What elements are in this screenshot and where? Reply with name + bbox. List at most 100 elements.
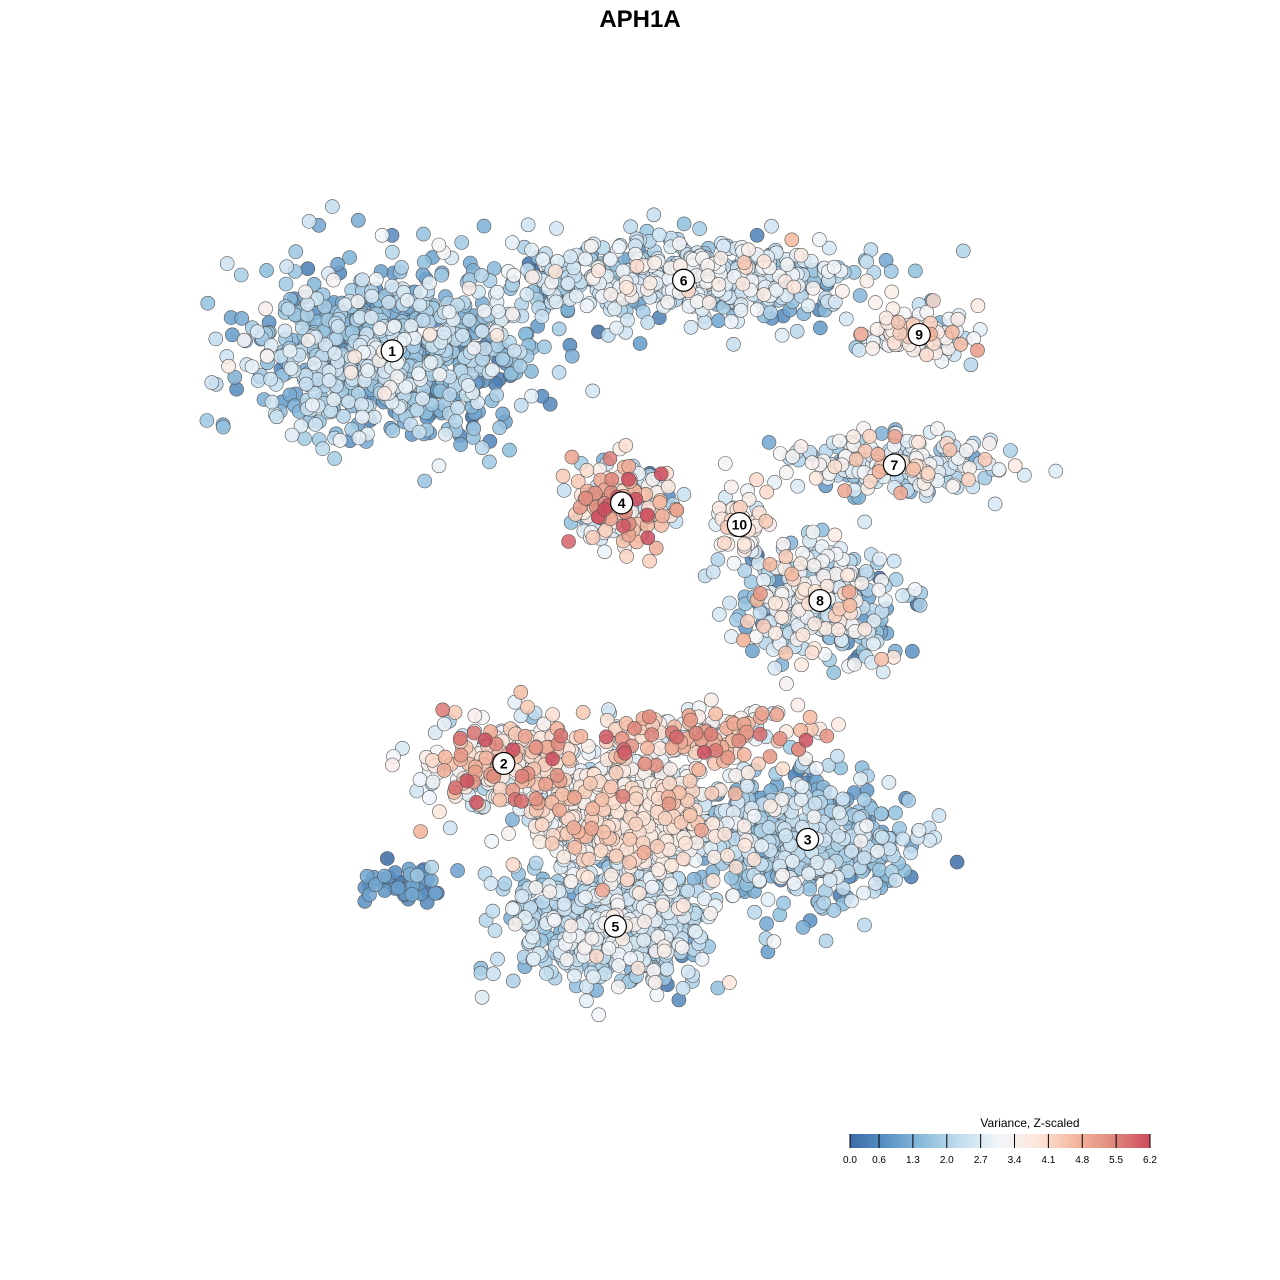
cell-point xyxy=(733,302,749,318)
cell-point xyxy=(436,716,452,732)
cell-point xyxy=(354,397,369,412)
cell-point xyxy=(584,821,599,836)
cell-point xyxy=(415,391,430,407)
cell-point xyxy=(487,923,503,938)
cell-point xyxy=(991,462,1007,477)
cell-point xyxy=(512,358,528,374)
cell-point xyxy=(784,566,800,582)
cell-point xyxy=(505,812,520,827)
colorbar-tick-label: 2.0 xyxy=(940,1155,954,1166)
cluster-label-3: 3 xyxy=(795,827,820,852)
cell-point xyxy=(379,851,395,866)
cell-point xyxy=(416,254,432,270)
cell-point xyxy=(694,951,710,967)
cell-point xyxy=(642,553,657,569)
cell-point xyxy=(912,597,928,613)
cell-point xyxy=(853,833,869,849)
cell-point xyxy=(857,917,872,933)
cell-point xyxy=(377,868,392,884)
cell-point xyxy=(806,809,822,825)
cluster-label-text: 6 xyxy=(680,272,688,288)
cell-point xyxy=(564,449,580,465)
cell-point xyxy=(347,349,363,365)
cell-point xyxy=(603,252,618,267)
cell-point xyxy=(674,940,690,955)
colorbar-title: Variance, Z-scaled xyxy=(980,1116,1079,1130)
cell-point xyxy=(644,727,660,743)
cell-point xyxy=(647,255,663,271)
cell-point xyxy=(520,699,535,715)
cell-point xyxy=(870,446,886,462)
cell-point xyxy=(381,295,397,310)
cell-point xyxy=(447,705,463,720)
cell-point xyxy=(298,284,313,300)
cell-point xyxy=(705,564,721,580)
cell-point xyxy=(774,327,790,343)
cell-point xyxy=(350,294,366,309)
cell-point xyxy=(617,745,633,761)
cell-point xyxy=(848,452,864,467)
cell-point xyxy=(342,250,357,265)
cell-point xyxy=(759,484,775,500)
cell-point xyxy=(259,263,274,278)
cell-point xyxy=(942,442,958,458)
cell-point xyxy=(578,251,593,267)
cell-point xyxy=(459,773,475,789)
cell-point xyxy=(524,388,539,404)
cell-point xyxy=(623,219,638,234)
cell-point xyxy=(636,845,652,860)
cell-point xyxy=(259,348,275,364)
cell-point xyxy=(280,301,296,317)
cell-point xyxy=(908,263,923,279)
cell-point xyxy=(277,323,293,339)
cell-point xyxy=(790,478,806,494)
points-layer xyxy=(199,199,1064,1023)
cell-point xyxy=(368,272,384,287)
cell-point xyxy=(559,952,575,967)
cell-point xyxy=(749,302,765,318)
cell-point xyxy=(585,530,601,545)
cell-point xyxy=(831,805,847,820)
cell-point xyxy=(725,888,741,904)
cell-point xyxy=(628,816,644,832)
cell-point xyxy=(582,775,598,791)
cell-point xyxy=(752,726,768,742)
cell-point xyxy=(360,363,376,378)
cell-point xyxy=(675,851,691,867)
cell-point xyxy=(841,584,857,600)
cell-point xyxy=(682,773,698,789)
cell-point xyxy=(591,1007,607,1023)
cell-point xyxy=(453,437,468,452)
cell-point xyxy=(532,834,548,850)
cluster-label-2: 2 xyxy=(492,751,516,776)
cell-point xyxy=(199,413,215,428)
cell-point xyxy=(838,311,854,327)
cell-point xyxy=(711,313,726,329)
cell-point xyxy=(579,993,594,1009)
cell-point xyxy=(300,333,316,348)
cell-point xyxy=(327,451,342,466)
cell-point xyxy=(492,792,508,808)
cell-point xyxy=(556,849,572,865)
cell-point xyxy=(874,426,890,441)
cell-point xyxy=(411,366,426,382)
cell-point xyxy=(701,295,717,311)
cell-point xyxy=(726,336,741,352)
cell-point xyxy=(1003,443,1018,458)
cell-point xyxy=(650,839,665,854)
cell-point xyxy=(306,356,322,372)
cell-point xyxy=(809,761,824,776)
cell-point xyxy=(422,275,437,291)
cell-point xyxy=(650,862,666,878)
cell-point xyxy=(660,294,676,310)
cell-point xyxy=(474,323,490,339)
cell-point xyxy=(608,765,624,781)
cell-point xyxy=(485,903,501,919)
cell-point xyxy=(911,822,927,838)
cell-point xyxy=(736,818,752,834)
cell-point xyxy=(756,254,772,269)
cell-point xyxy=(417,473,433,489)
cell-point xyxy=(859,273,875,289)
cell-point xyxy=(856,850,872,866)
cell-point xyxy=(644,879,660,895)
